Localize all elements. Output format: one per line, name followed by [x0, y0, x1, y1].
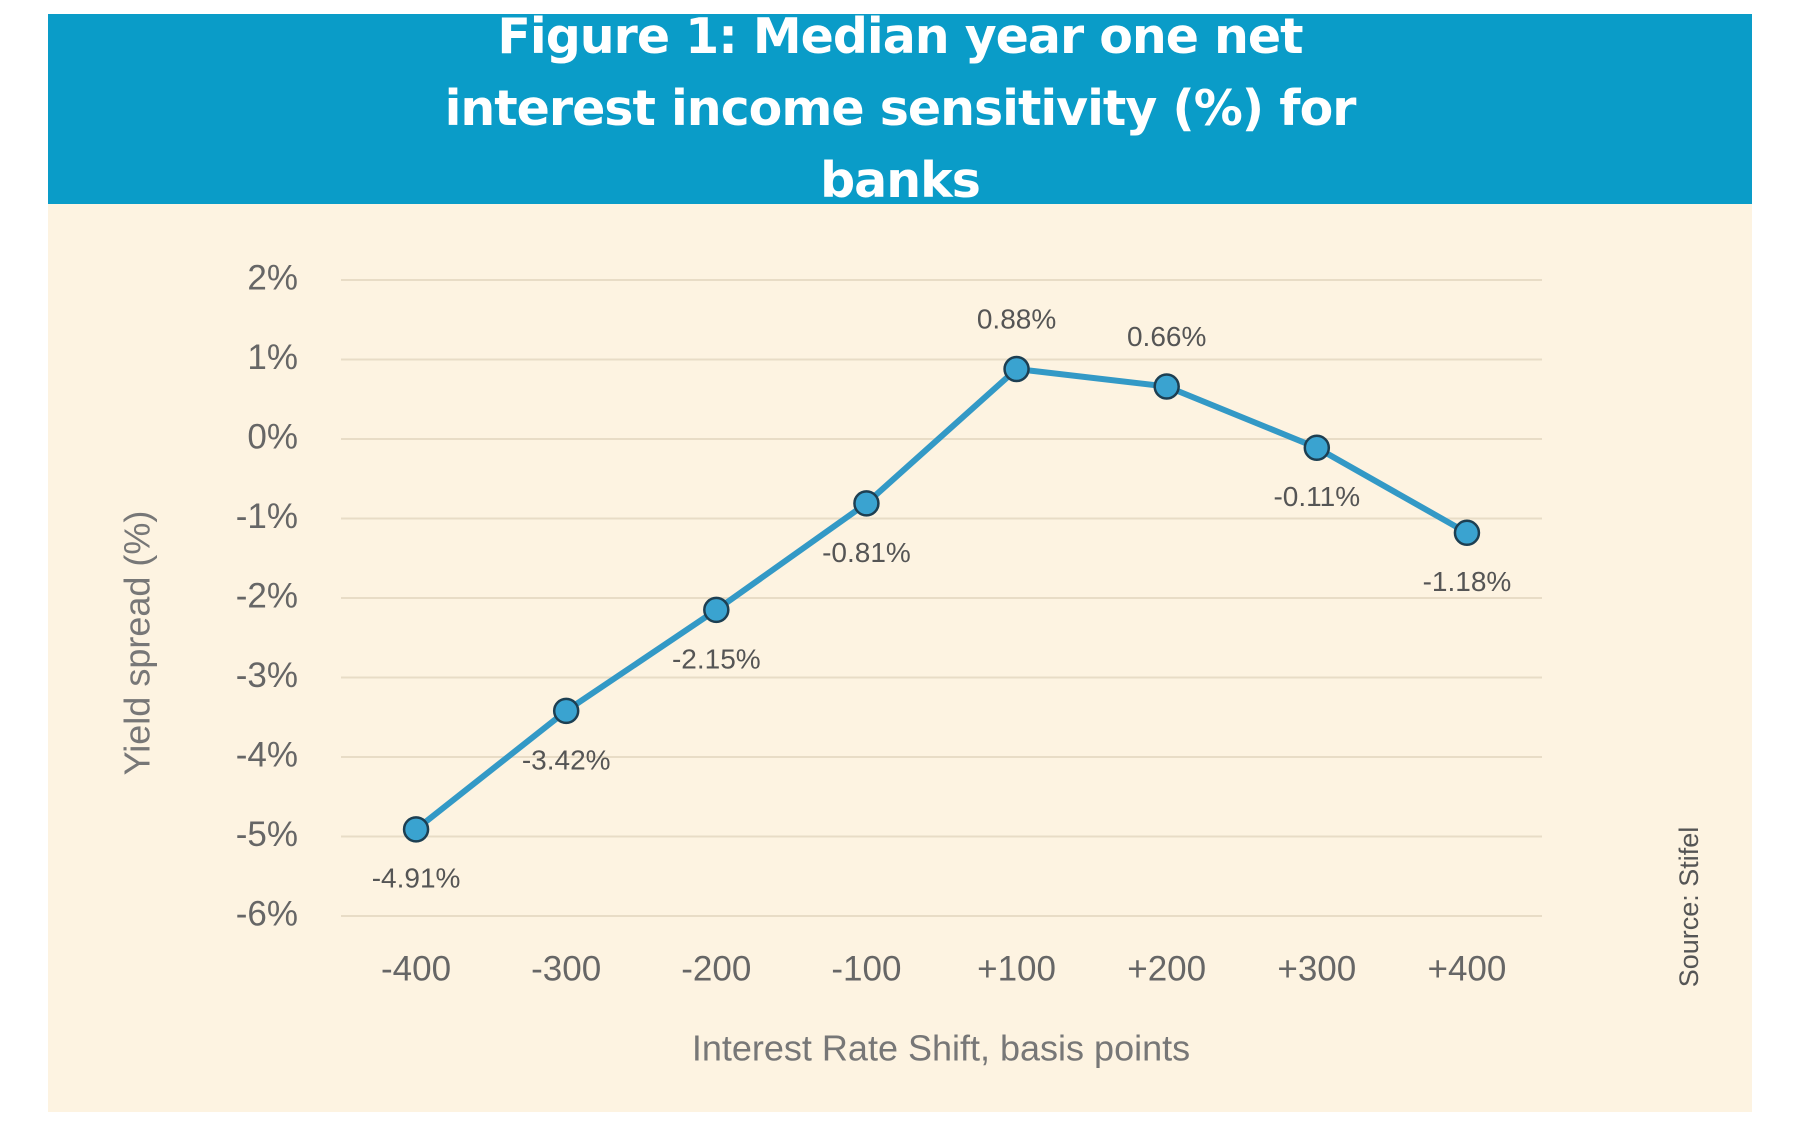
- data-point: [1153, 373, 1180, 400]
- y-axis-title: Yield spread (%): [117, 511, 158, 776]
- y-tick-label: -4%: [236, 735, 298, 774]
- y-tick-label: -1%: [236, 497, 298, 536]
- x-tick-label: -300: [531, 949, 601, 988]
- data-point: [1453, 519, 1481, 547]
- x-tick-label: -200: [681, 949, 751, 988]
- data-label: 0.66%: [1127, 321, 1206, 352]
- x-axis-title: Interest Rate Shift, basis points: [692, 1028, 1190, 1069]
- source-note: Source: Stifel: [1674, 827, 1704, 988]
- y-tick-label: -6%: [236, 894, 298, 933]
- data-label: -3.42%: [522, 744, 611, 775]
- data-point: [1303, 434, 1331, 461]
- y-tick-label: -2%: [236, 576, 298, 615]
- data-line: [414, 366, 1469, 832]
- chart-title: Figure 1: Median year one net interest i…: [444, 8, 1357, 209]
- data-label: -0.81%: [822, 537, 911, 568]
- y-tick-label: -5%: [236, 815, 298, 854]
- y-tick-label: 0%: [247, 417, 298, 456]
- y-tick-label: 2%: [247, 258, 298, 297]
- x-tick-label: -400: [381, 949, 451, 988]
- x-tick-label: +100: [977, 949, 1056, 988]
- data-label: -1.18%: [1423, 566, 1512, 597]
- data-point: [402, 816, 430, 843]
- data-label: -0.11%: [1273, 481, 1360, 512]
- chart-panel: [48, 204, 1752, 1112]
- x-tick-label: +200: [1127, 949, 1206, 988]
- y-tick-label: -3%: [236, 656, 298, 695]
- x-tick-label: +400: [1428, 949, 1507, 988]
- data-point: [853, 490, 880, 517]
- data-label: 0.88%: [977, 303, 1056, 334]
- data-label: -4.91%: [372, 863, 461, 894]
- x-tick-label: -100: [831, 949, 901, 988]
- data-point: [552, 697, 580, 725]
- data-point: [703, 596, 730, 624]
- y-tick-label: 1%: [247, 338, 298, 377]
- x-tick-label: +300: [1277, 949, 1356, 988]
- data-point: [1003, 355, 1030, 383]
- data-label: -2.15%: [672, 643, 761, 674]
- header: Figure 1: Median year one net interest i…: [48, 8, 1752, 209]
